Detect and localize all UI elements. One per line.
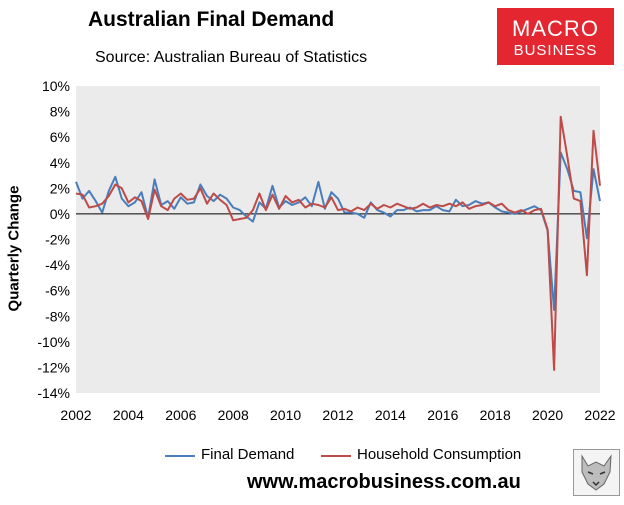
y-tick-label: 10% — [42, 78, 70, 94]
x-tick-label: 2006 — [165, 407, 196, 423]
y-tick-label: -12% — [37, 359, 70, 375]
y-tick-label: 2% — [50, 180, 70, 196]
legend-final-demand: Final Demand — [201, 446, 295, 463]
y-tick-label: -10% — [37, 334, 70, 350]
y-tick-label: 0% — [50, 206, 70, 222]
y-tick-label: -14% — [37, 385, 70, 401]
x-tick-label: 2016 — [427, 407, 458, 423]
legend-swatch-household — [321, 455, 351, 457]
y-tick-label: -6% — [45, 283, 70, 299]
logo-line-2: BUSINESS — [513, 42, 598, 59]
x-tick-label: 2020 — [532, 407, 563, 423]
y-tick-label: -2% — [45, 232, 70, 248]
x-tick-label: 2002 — [60, 407, 91, 423]
x-tick-label: 2010 — [270, 407, 301, 423]
y-axis: 10% 8% 6% 4% 2% 0% -2% -4% -6% -8% -10% -12% -14% — [37, 78, 600, 401]
y-tick-label: -4% — [45, 257, 70, 273]
chart-subtitle: Source: Australian Bureau of Statistics — [95, 49, 368, 66]
x-tick-label: 2012 — [322, 407, 353, 423]
series-line-final-demand — [75, 151, 601, 311]
series-line-household-consumption — [75, 115, 601, 371]
footer-url: www.macrobusiness.com.au — [247, 471, 521, 493]
logo-line-1: MACRO — [512, 16, 599, 41]
series-lines — [75, 115, 601, 371]
x-tick-label: 2008 — [218, 407, 249, 423]
legend-household-consumption: Household Consumption — [357, 446, 522, 463]
y-axis-label: Quarterly Change — [5, 185, 23, 312]
y-tick-label: 8% — [50, 104, 70, 120]
legend-swatch-final-demand — [165, 455, 195, 457]
chart-title: Australian Final Demand — [88, 8, 335, 31]
x-tick-label: 2022 — [584, 407, 615, 423]
y-tick-label: 4% — [50, 155, 70, 171]
y-tick-label: -8% — [45, 308, 70, 324]
x-tick-label: 2014 — [375, 407, 406, 423]
macrobusiness-logo: MACRO BUSINESS — [497, 8, 614, 65]
wolf-logo-icon — [573, 449, 620, 496]
x-tick-label: 2004 — [113, 407, 144, 423]
x-axis: 2002 2004 2006 2008 2010 2012 2014 2016 2018 2020… — [60, 407, 615, 423]
x-tick-label: 2018 — [480, 407, 511, 423]
plot-area — [76, 86, 600, 393]
y-tick-label: 6% — [50, 129, 70, 145]
